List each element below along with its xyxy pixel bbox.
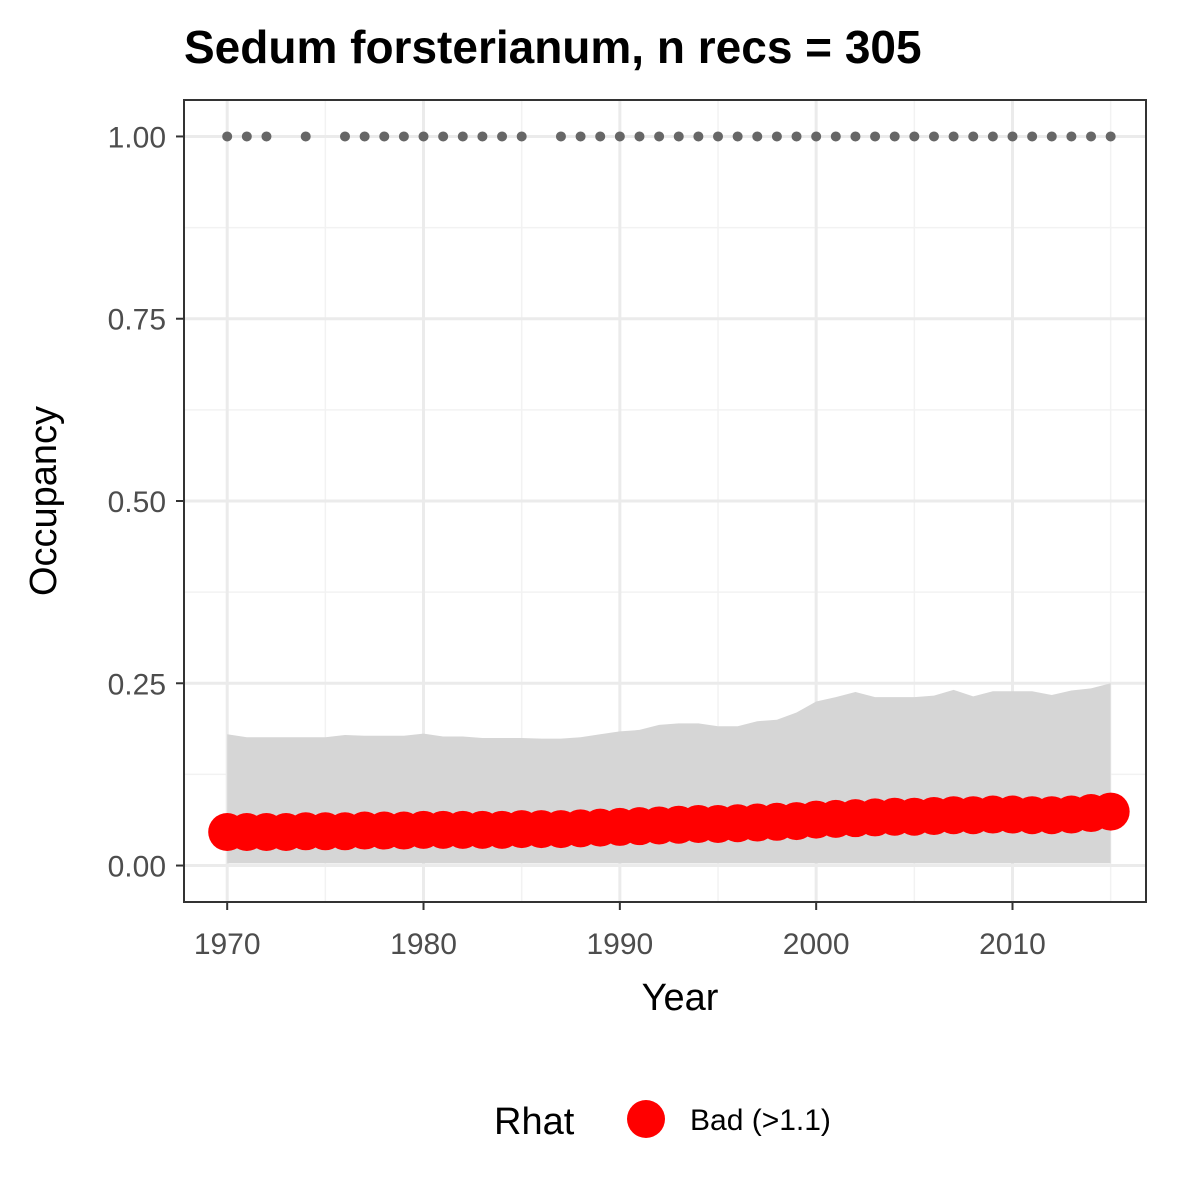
record-year-point xyxy=(673,131,684,142)
x-tick-label: 2010 xyxy=(979,928,1046,961)
legend-title: Rhat xyxy=(494,1101,575,1143)
record-year-point xyxy=(752,131,763,142)
x-tick-label: 1980 xyxy=(390,928,457,961)
chart-title: Sedum forsterianum, n recs = 305 xyxy=(184,21,922,73)
legend-key-bad xyxy=(627,1100,665,1138)
record-year-point xyxy=(713,131,724,142)
record-year-point xyxy=(300,131,311,142)
y-tick-label: 0.75 xyxy=(108,304,166,337)
y-axis-title: Occupancy xyxy=(23,406,65,596)
y-tick-label: 1.00 xyxy=(108,121,166,154)
record-year-point xyxy=(732,131,743,142)
record-year-point xyxy=(1007,131,1018,142)
record-year-point xyxy=(497,131,508,142)
record-year-point xyxy=(614,131,625,142)
legend: Rhat Bad (>1.1) xyxy=(494,1100,831,1143)
record-year-point xyxy=(1086,131,1097,142)
record-year-point xyxy=(791,131,802,142)
y-tick-label: 0.50 xyxy=(108,486,166,519)
record-year-point xyxy=(359,131,370,142)
record-year-point xyxy=(1046,131,1057,142)
record-year-point xyxy=(379,131,390,142)
x-axis: 1970 1980 1990 2000 2010 xyxy=(194,902,1046,961)
record-year-point xyxy=(516,131,527,142)
record-year-point xyxy=(968,131,979,142)
record-year-point xyxy=(771,131,782,142)
record-years-points xyxy=(222,131,1116,142)
record-year-point xyxy=(1105,131,1116,142)
record-year-point xyxy=(398,131,409,142)
x-tick-label: 2000 xyxy=(783,928,850,961)
record-year-point xyxy=(261,131,272,142)
record-year-point xyxy=(477,131,488,142)
y-axis: 0.00 0.25 0.50 0.75 1.00 xyxy=(108,121,184,884)
record-year-point xyxy=(241,131,252,142)
record-year-point xyxy=(889,131,900,142)
y-tick-label: 0.25 xyxy=(108,668,166,701)
x-tick-label: 1990 xyxy=(586,928,653,961)
record-year-point xyxy=(693,131,704,142)
record-year-point xyxy=(870,131,881,142)
record-year-point xyxy=(654,131,665,142)
record-year-point xyxy=(928,131,939,142)
record-year-point xyxy=(1066,131,1077,142)
record-year-point xyxy=(830,131,841,142)
x-tick-label: 1970 xyxy=(194,928,261,961)
x-axis-title: Year xyxy=(642,977,719,1019)
record-year-point xyxy=(457,131,468,142)
y-tick-label: 0.00 xyxy=(108,851,166,884)
record-year-point xyxy=(1027,131,1038,142)
record-year-point xyxy=(634,131,645,142)
record-year-point xyxy=(850,131,861,142)
legend-label-bad: Bad (>1.1) xyxy=(690,1104,831,1137)
record-year-point xyxy=(909,131,920,142)
record-year-point xyxy=(811,131,822,142)
record-year-point xyxy=(948,131,959,142)
record-year-point xyxy=(555,131,566,142)
plot-area xyxy=(183,99,1147,903)
record-year-point xyxy=(418,131,429,142)
record-year-point xyxy=(575,131,586,142)
record-year-point xyxy=(987,131,998,142)
record-year-point xyxy=(438,131,449,142)
record-year-point xyxy=(222,131,233,142)
occupancy-mean-point xyxy=(1091,792,1130,831)
record-year-point xyxy=(595,131,606,142)
record-year-point xyxy=(339,131,350,142)
occupancy-mean-points xyxy=(208,792,1130,852)
